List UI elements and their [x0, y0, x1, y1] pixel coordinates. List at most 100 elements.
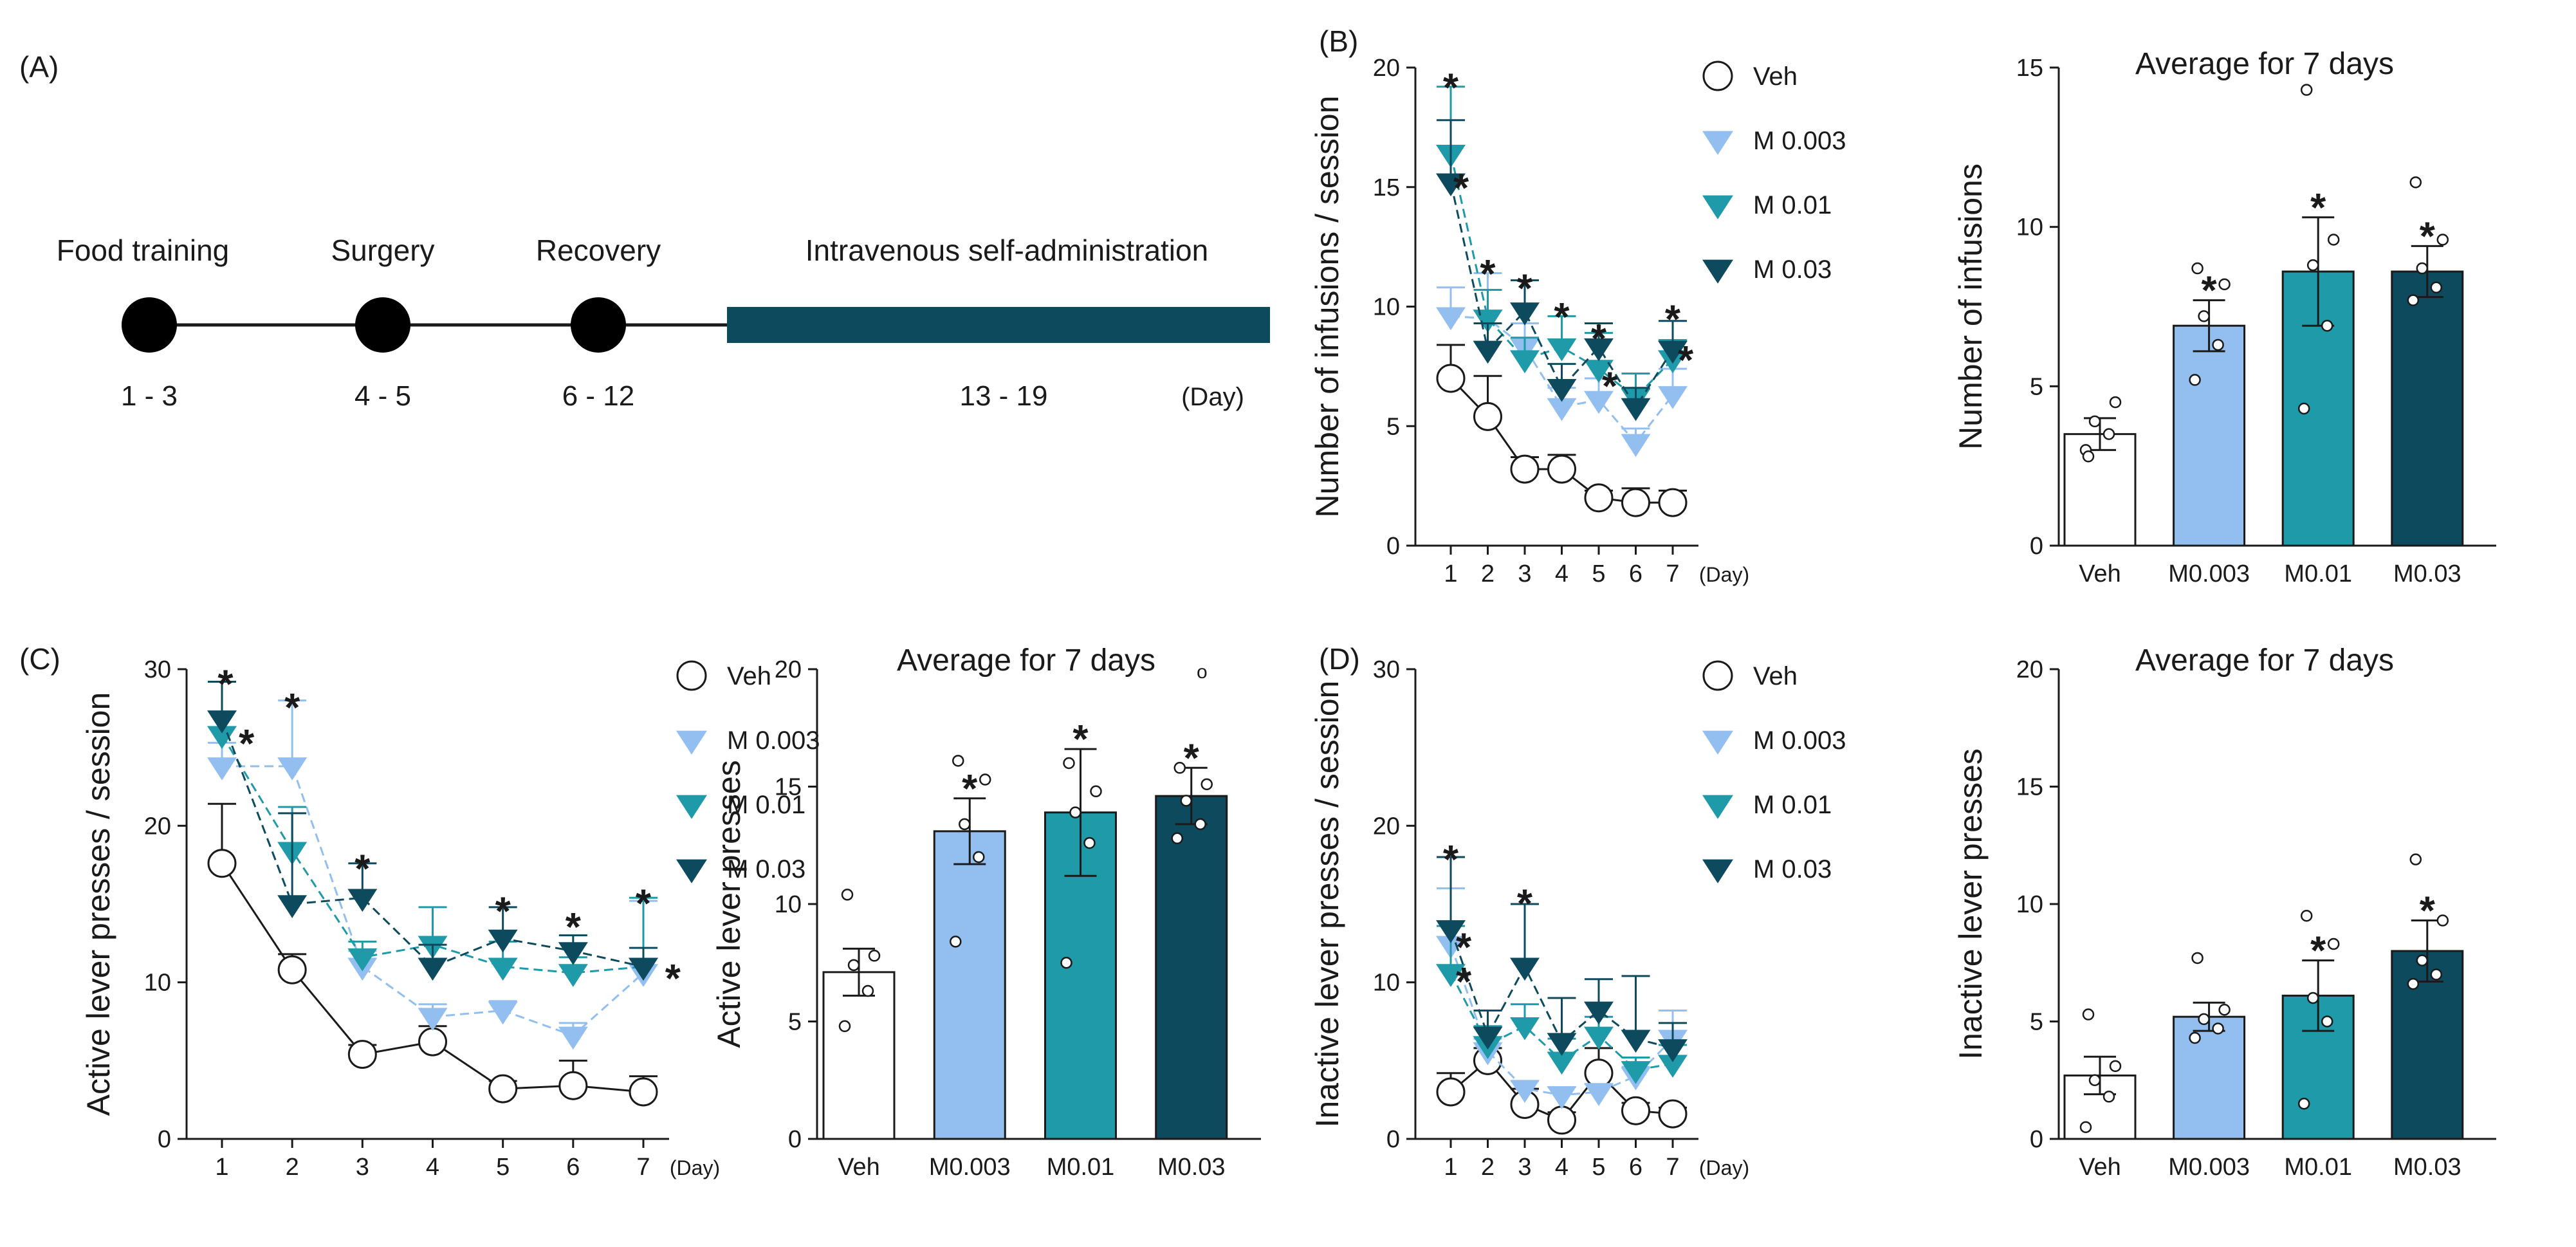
chart-title: Average for 7 days — [2135, 47, 2394, 81]
data-point — [207, 757, 237, 781]
legend-label: M 0.01 — [1753, 191, 1832, 219]
individual-point — [2189, 1031, 2201, 1044]
chart-b-bar: 0 5 10 15 Number of infusions Average for 7 d… — [1953, 47, 2496, 587]
individual-point — [2198, 1013, 2210, 1026]
significance-star: * — [2310, 186, 2326, 230]
y-tick-label: 15 — [1373, 174, 1400, 201]
individual-point — [1201, 778, 1213, 791]
y-tick-label: 0 — [788, 1126, 802, 1153]
data-point — [1436, 364, 1466, 393]
significance-star: * — [354, 847, 371, 892]
y-axis-label: Number of infusions / session — [1309, 96, 1345, 518]
stage-surgery: Surgery — [331, 234, 434, 267]
data-point — [558, 942, 588, 965]
data-point — [1510, 957, 1540, 981]
individual-point — [838, 1020, 851, 1033]
y-tick-label: 20 — [1373, 813, 1400, 840]
y-tick-label: 5 — [2030, 1009, 2043, 1036]
individual-point — [847, 959, 860, 972]
individual-point — [973, 851, 985, 864]
y-tick-label: 0 — [1386, 1126, 1400, 1153]
y-axis-label: Active lever presses — [711, 760, 747, 1048]
x-tick-label: M0.003 — [2168, 560, 2250, 587]
y-axis-label: Active lever presses / session — [80, 692, 116, 1116]
legend-marker — [676, 730, 707, 755]
bar — [933, 830, 1006, 1140]
data-point — [347, 1040, 377, 1069]
individual-point — [2436, 914, 2449, 927]
data-point — [1547, 1051, 1577, 1075]
data-point — [418, 1008, 448, 1031]
significance-star: * — [1443, 66, 1459, 110]
panel-label-b: (B) — [1319, 24, 1358, 58]
significance-star: * — [1456, 925, 1472, 970]
y-axis-label: Number of infusions — [1953, 163, 1989, 450]
individual-point — [2212, 338, 2224, 351]
significance-star: * — [665, 957, 681, 1001]
data-point — [1621, 398, 1651, 421]
x-tick-label: 1 — [1444, 560, 1457, 587]
x-tick-label: 3 — [356, 1154, 369, 1181]
y-axis-label: Inactive lever presses / session — [1309, 681, 1345, 1128]
x-tick-label: 3 — [1518, 560, 1531, 587]
x-tick-label: 1 — [1444, 1154, 1457, 1181]
data-point — [1547, 454, 1576, 484]
legend-marker — [1702, 660, 1733, 691]
significance-star: * — [1517, 266, 1533, 311]
significance-star: * — [1591, 317, 1607, 361]
data-point — [1621, 1096, 1650, 1125]
individual-point — [2327, 234, 2340, 246]
x-tick-label: 2 — [286, 1154, 299, 1181]
x-tick-label: 7 — [636, 1154, 650, 1181]
data-point — [1658, 386, 1688, 409]
x-unit-label: (Day) — [1699, 1156, 1749, 1179]
data-point — [1621, 488, 1650, 517]
significance-star: * — [1072, 717, 1089, 762]
data-point — [1547, 1086, 1577, 1109]
data-point — [1621, 434, 1651, 457]
y-tick-label: 10 — [1373, 294, 1400, 321]
data-point — [207, 710, 237, 734]
chart-d-line: 0 10 20 30 Inactive lever presses / session 1… — [1309, 656, 1846, 1181]
legend-marker — [1702, 195, 1733, 219]
x-tick-label: M0.03 — [2393, 560, 2461, 587]
data-point — [418, 1027, 447, 1057]
data-point — [1658, 1039, 1688, 1062]
individual-point — [2297, 402, 2310, 415]
data-point — [488, 1001, 518, 1025]
individual-point — [841, 889, 854, 901]
title-suffix: o — [1197, 661, 1208, 683]
days-self-administration: 13 - 19 — [960, 380, 1048, 412]
individual-point — [952, 755, 964, 767]
timeline-dot-surgery — [355, 297, 410, 353]
data-point — [629, 1077, 658, 1107]
data-point — [1658, 1099, 1688, 1129]
individual-point — [2102, 1091, 2115, 1103]
data-point — [1436, 964, 1466, 987]
individual-point — [2297, 1098, 2310, 1110]
significance-star: * — [1678, 338, 1694, 383]
timeline-dot-recovery — [571, 297, 626, 353]
bar — [1155, 795, 1228, 1140]
individual-point — [2212, 1022, 2224, 1035]
data-point — [1584, 1083, 1614, 1106]
y-tick-label: 20 — [775, 656, 802, 683]
x-tick-label: M0.01 — [2284, 1154, 2352, 1181]
x-tick-label: 3 — [1518, 1154, 1531, 1181]
panel-label-c: (C) — [19, 642, 60, 676]
stage-food-training: Food training — [57, 234, 230, 267]
legend-marker — [1702, 859, 1733, 883]
data-point — [277, 895, 308, 918]
bar — [2173, 324, 2246, 547]
panel-label-a: (A) — [19, 50, 59, 84]
chart-title: Average for 7 days — [897, 643, 1155, 678]
individual-point — [1171, 832, 1183, 845]
significance-star: * — [1554, 295, 1570, 340]
data-point — [207, 726, 237, 750]
chart-title: Average for 7 days — [2135, 643, 2394, 678]
significance-star: * — [239, 722, 255, 766]
x-tick-label: 7 — [1666, 560, 1679, 587]
y-tick-label: 20 — [144, 813, 171, 840]
data-point — [277, 955, 307, 984]
individual-point — [2189, 374, 2201, 386]
